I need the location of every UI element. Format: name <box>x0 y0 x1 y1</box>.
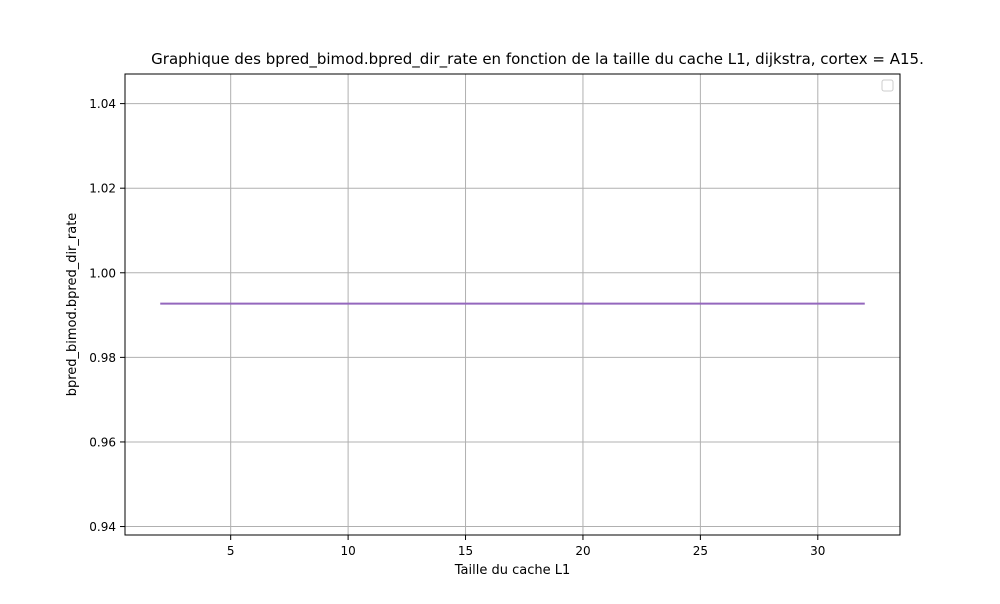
y-axis-ticks: 0.94 0.96 0.98 1.00 1.02 1.04 <box>89 97 125 534</box>
y-axis-label: bpred_bimod.bpred_dir_rate <box>65 213 80 397</box>
x-tick-label: 10 <box>340 544 355 558</box>
y-tick-label: 1.04 <box>89 97 116 111</box>
legend-box[interactable] <box>881 79 894 92</box>
x-tick-label: 15 <box>458 544 473 558</box>
chart-title: Graphique des bpred_bimod.bpred_dir_rate… <box>151 50 924 69</box>
y-tick-label: 1.02 <box>89 182 116 196</box>
x-axis-label: Taille du cache L1 <box>454 563 571 578</box>
y-tick-label: 1.00 <box>89 266 116 280</box>
y-tick-label: 0.98 <box>89 351 116 365</box>
axes-frame <box>124 73 901 536</box>
x-tick-label: 20 <box>575 544 590 558</box>
x-tick-label: 25 <box>693 544 708 558</box>
x-tick-label: 5 <box>227 544 235 558</box>
x-tick-label: 30 <box>810 544 825 558</box>
x-axis-ticks: 5 10 15 20 25 30 <box>227 535 825 558</box>
y-tick-label: 0.94 <box>89 520 116 534</box>
y-tick-label: 0.96 <box>89 435 116 449</box>
